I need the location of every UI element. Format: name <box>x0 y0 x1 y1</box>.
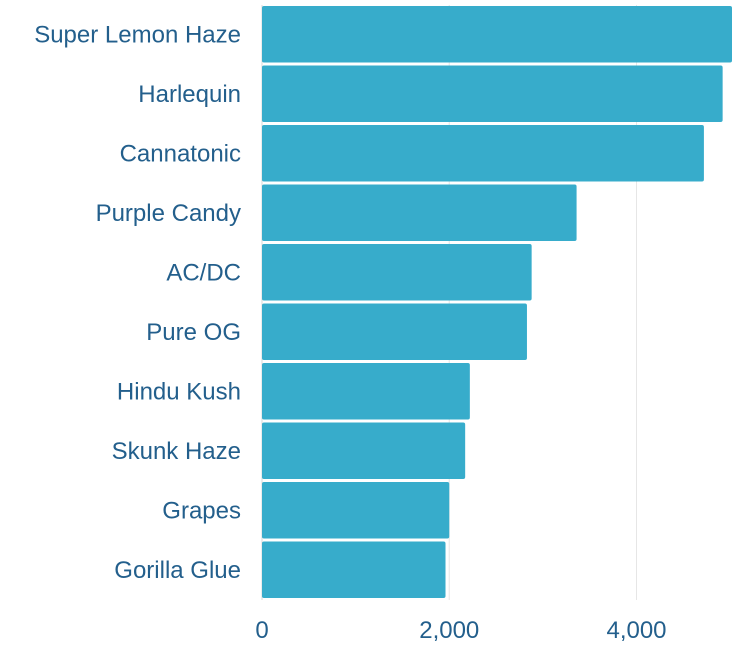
category-label: Pure OG <box>146 319 241 346</box>
x-axis-ticks: 0 2,000 4,000 <box>255 617 666 644</box>
category-label: Super Lemon Haze <box>34 21 241 48</box>
category-label: Skunk Haze <box>112 438 241 465</box>
bar-gorilla-glue[interactable] <box>262 541 446 599</box>
x-tick-label: 0 <box>255 617 268 644</box>
bar-skunk-haze[interactable] <box>262 422 466 480</box>
bar-hindu-kush[interactable] <box>262 363 470 420</box>
x-tick-label: 4,000 <box>606 617 666 644</box>
category-label: Harlequin <box>138 81 241 108</box>
x-tick-label: 2,000 <box>419 617 479 644</box>
bar-purple-candy[interactable] <box>262 184 577 242</box>
category-label: AC/DC <box>166 259 241 286</box>
bar-ac-dc[interactable] <box>262 244 532 301</box>
bar-pure-og[interactable] <box>262 303 527 361</box>
category-label: Purple Candy <box>96 200 241 227</box>
bars-layer <box>262 6 732 598</box>
category-label: Hindu Kush <box>117 378 241 405</box>
bar-super-lemon-haze[interactable] <box>262 6 732 63</box>
category-label: Cannatonic <box>120 140 241 167</box>
bar-grapes[interactable] <box>262 482 450 539</box>
category-labels: Super Lemon Haze Harlequin Cannatonic Purpl… <box>34 21 241 584</box>
category-label: Grapes <box>162 497 241 524</box>
bar-cannatonic[interactable] <box>262 125 704 182</box>
bar-harlequin[interactable] <box>262 65 723 123</box>
category-label: Gorilla Glue <box>114 557 241 584</box>
